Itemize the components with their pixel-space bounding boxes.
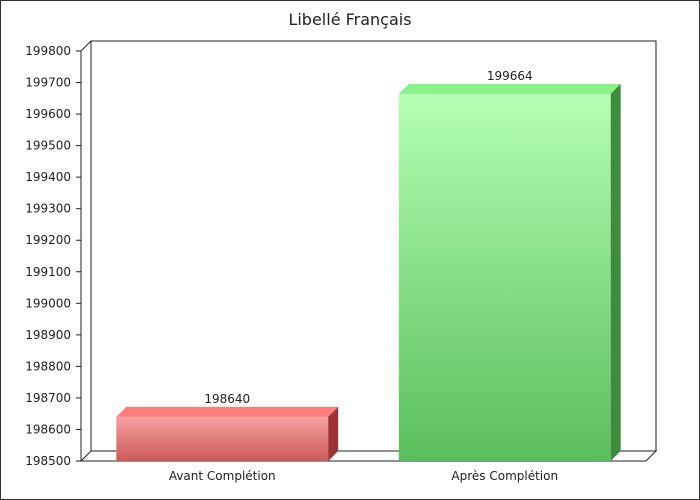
bar-top bbox=[116, 406, 339, 417]
bars: 198640 199664 bbox=[116, 69, 621, 462]
bar-value-label: 198640 bbox=[204, 392, 250, 406]
y-tick-label: 198500 bbox=[25, 454, 71, 468]
chart-title: Libellé Français bbox=[288, 10, 411, 29]
x-tick-label: Avant Complétion bbox=[169, 469, 276, 483]
bar-1: 198640 bbox=[116, 392, 339, 461]
plot-back-wall bbox=[90, 40, 657, 452]
y-tick-label: 199000 bbox=[25, 296, 71, 310]
y-tick-label: 199500 bbox=[25, 139, 71, 153]
bar-front bbox=[398, 93, 611, 462]
y-tick-label: 199400 bbox=[25, 170, 71, 184]
x-axis: Avant Complétion Après Complétion bbox=[169, 469, 558, 483]
bar-side bbox=[610, 83, 621, 462]
y-tick-label: 199800 bbox=[25, 44, 71, 58]
bar-front bbox=[116, 416, 329, 461]
bar-top bbox=[398, 83, 621, 94]
bar-value-label: 199664 bbox=[487, 69, 533, 83]
y-tick-label: 198600 bbox=[25, 422, 71, 436]
y-tick-label: 199600 bbox=[25, 107, 71, 121]
y-tick-label: 199200 bbox=[25, 233, 71, 247]
bar-2: 199664 bbox=[398, 69, 621, 462]
bar-side bbox=[328, 406, 339, 461]
y-tick-label: 199100 bbox=[25, 265, 71, 279]
y-axis: 198500 198600 198700 198800 198900 199000 1991… bbox=[25, 44, 81, 468]
y-tick-label: 199300 bbox=[25, 202, 71, 216]
y-tick-label: 199700 bbox=[25, 76, 71, 90]
y-tick-label: 198800 bbox=[25, 359, 71, 373]
y-tick-label: 198900 bbox=[25, 328, 71, 342]
x-tick-label: Après Complétion bbox=[451, 469, 558, 483]
frame-edge bbox=[80, 40, 92, 52]
y-tick-label: 198700 bbox=[25, 391, 71, 405]
